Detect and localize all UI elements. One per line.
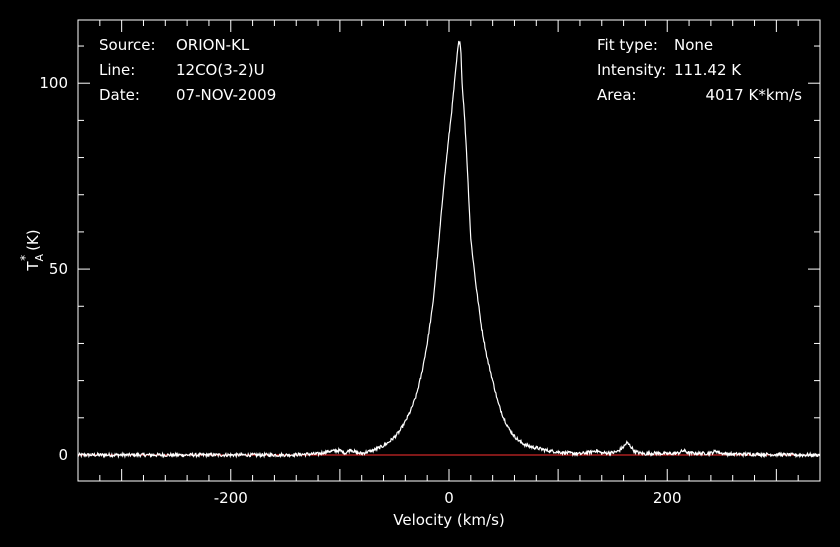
date-label: Date: (99, 86, 140, 104)
tick-labels: -200 0 200 0 50 100 (39, 74, 681, 507)
source-value: ORION-KL (176, 36, 250, 54)
info-left: Source: ORION-KL Line: 12CO(3-2)U Date: … (99, 36, 276, 104)
axis-ticks (77, 20, 821, 481)
x-tick-label: 200 (653, 489, 682, 507)
line-value: 12CO(3-2)U (176, 61, 265, 79)
fit-type-label: Fit type: (597, 36, 658, 54)
y-axis-base: T (24, 261, 42, 272)
intensity-label: Intensity: (597, 61, 666, 79)
x-axis-title: Velocity (km/s) (393, 511, 504, 529)
line-label: Line: (99, 61, 135, 79)
y-axis-sup: * (18, 255, 32, 261)
y-axis-title-text: TA* (K) (18, 229, 46, 271)
x-tick-label: -200 (214, 489, 248, 507)
source-label: Source: (99, 36, 156, 54)
area-label: Area: (597, 86, 637, 104)
y-tick-label: 100 (39, 74, 68, 92)
y-tick-label: 0 (58, 446, 68, 464)
x-tick-label: 0 (444, 489, 454, 507)
y-axis-unit: (K) (24, 229, 42, 251)
fit-type-value: None (674, 36, 713, 54)
y-axis-title: TA* (K) (18, 229, 46, 271)
y-axis-sub: A (33, 253, 46, 261)
intensity-value: 111.42 K (674, 61, 742, 79)
spectrum-series-line (77, 40, 821, 459)
y-tick-label: 50 (49, 260, 68, 278)
info-right: Fit type: None Intensity: 111.42 K Area:… (597, 36, 802, 104)
date-value: 07-NOV-2009 (176, 86, 276, 104)
area-value: 4017 K*km/s (706, 86, 803, 104)
